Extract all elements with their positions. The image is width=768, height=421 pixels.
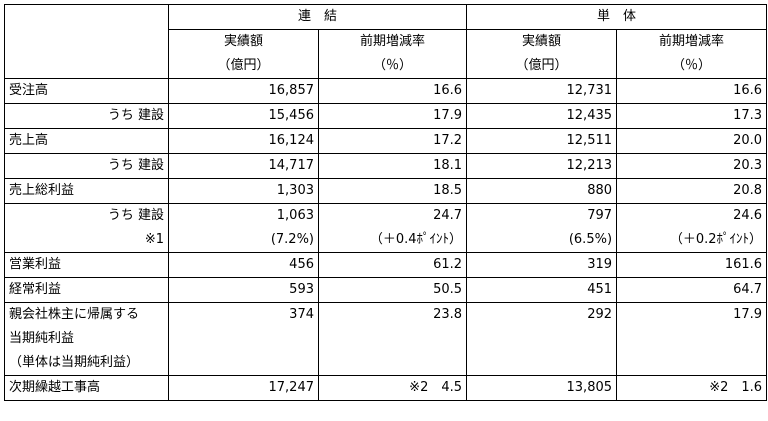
table-row: うち 建設 1,063 24.7 797 24.6 — [4, 203, 768, 228]
s-value: (6.5%) — [466, 228, 618, 253]
c-value: 374 — [168, 302, 319, 376]
row-label: ※1 — [4, 228, 169, 253]
c-rate: 16.6 — [317, 78, 468, 104]
row-label-line3: （単体は当期純利益） — [4, 351, 169, 376]
s-value: 880 — [466, 178, 618, 204]
s-value: 12,731 — [466, 78, 618, 104]
table-row: ※1 (7.2%) （＋0.4ﾎﾟｲﾝﾄ） (6.5%) （＋0.2ﾎﾟｲﾝﾄ） — [4, 228, 768, 253]
table-row: 売上高 16,124 17.2 12,511 20.0 — [4, 128, 768, 154]
table-row: うち 建設 14,717 18.1 12,213 20.3 — [4, 153, 768, 179]
c-value: 16,124 — [168, 128, 319, 154]
row-label: 次期繰越工事高 — [4, 375, 169, 401]
header-consolidated: 連 結 — [167, 4, 468, 30]
row-label: 売上総利益 — [4, 178, 169, 204]
s-rate: 64.7 — [616, 277, 768, 303]
s-value: 797 — [466, 203, 618, 228]
c-value: (7.2%) — [168, 228, 319, 253]
c-rate: 17.2 — [317, 128, 468, 154]
c-value: 456 — [168, 252, 319, 278]
c-rate: 17.9 — [317, 103, 468, 129]
s-rate: 20.8 — [616, 178, 768, 204]
header-blank-cell — [4, 4, 169, 79]
s-value: 12,511 — [466, 128, 618, 154]
table-row: （単体は当期純利益） — [4, 351, 767, 376]
c-value: 1,063 — [168, 203, 319, 228]
c-rate: 24.7 — [317, 203, 468, 228]
c-rate: 23.8 — [317, 302, 468, 376]
s-rate: 20.3 — [616, 153, 768, 179]
row-label: 親会社株主に帰属する — [4, 302, 169, 327]
table-row: 当期純利益 — [4, 327, 767, 351]
s-value: 12,213 — [466, 153, 618, 179]
c-rate: 18.5 — [317, 178, 468, 204]
header-c-change-unit: （％） — [317, 54, 468, 79]
s-value: 319 — [466, 252, 618, 278]
s-value: 12,435 — [466, 103, 618, 129]
c-value: 593 — [168, 277, 319, 303]
c-rate: （＋0.4ﾎﾟｲﾝﾄ） — [317, 228, 468, 253]
s-value: 451 — [466, 277, 618, 303]
table-row: 売上総利益 1,303 18.5 880 20.8 — [4, 178, 768, 204]
row-label: 経常利益 — [4, 277, 169, 303]
row-label: 売上高 — [4, 128, 169, 154]
s-rate: 24.6 — [616, 203, 768, 228]
table-row: 営業利益 456 61.2 319 161.6 — [4, 252, 768, 278]
row-label: うち 建設 — [4, 103, 169, 129]
c-rate: 61.2 — [317, 252, 468, 278]
c-value: 14,717 — [168, 153, 319, 179]
c-rate: 18.1 — [317, 153, 468, 179]
row-label: 受注高 — [4, 78, 169, 104]
row-label: 営業利益 — [4, 252, 169, 278]
header-s-result-unit: （億円） — [466, 54, 618, 79]
table-row: 次期繰越工事高 17,247 ※2 4.5 13,805 ※2 1.6 — [4, 375, 768, 401]
header-standalone: 単 体 — [466, 4, 768, 30]
row-label-line2: 当期純利益 — [4, 327, 169, 351]
header-row-cols: 実績額 前期増減率 実績額 前期増減率 — [5, 29, 768, 54]
s-rate: 17.3 — [616, 103, 768, 129]
header-c-result: 実績額 — [168, 29, 319, 54]
header-s-change-unit: （％） — [616, 54, 768, 79]
c-value: 16,857 — [168, 78, 319, 104]
table-row: うち 建設 15,456 17.9 12,435 17.3 — [4, 103, 768, 129]
header-s-change: 前期増減率 — [616, 29, 768, 54]
table-row: 経常利益 593 50.5 451 64.7 — [4, 277, 768, 303]
c-value: 1,303 — [168, 178, 319, 204]
s-rate: 17.9 — [616, 302, 768, 376]
s-rate: ※2 1.6 — [616, 375, 768, 401]
table-row: 受注高 16,857 16.6 12,731 16.6 — [4, 78, 768, 104]
header-c-result-unit: （億円） — [168, 54, 319, 79]
table-row: 親会社株主に帰属する 374 23.8 292 17.9 — [4, 302, 768, 376]
header-s-result: 実績額 — [466, 29, 618, 54]
s-rate: （＋0.2ﾎﾟｲﾝﾄ） — [616, 228, 768, 253]
c-rate: 50.5 — [317, 277, 468, 303]
s-value: 13,805 — [466, 375, 618, 401]
c-value: 17,247 — [168, 375, 319, 401]
header-c-change: 前期増減率 — [317, 29, 468, 54]
financial-results-table: 連 結 単 体 実績額 前期増減率 実績額 前期増減率 （億円） （％） （億円… — [4, 4, 768, 401]
s-rate: 161.6 — [616, 252, 768, 278]
row-label: うち 建設 — [4, 203, 169, 228]
s-rate: 20.0 — [616, 128, 768, 154]
c-rate: ※2 4.5 — [317, 375, 468, 401]
s-rate: 16.6 — [616, 78, 768, 104]
row-label: うち 建設 — [4, 153, 169, 179]
s-value: 292 — [466, 302, 618, 376]
header-row-group: 連 結 単 体 — [4, 4, 768, 79]
c-value: 15,456 — [168, 103, 319, 129]
